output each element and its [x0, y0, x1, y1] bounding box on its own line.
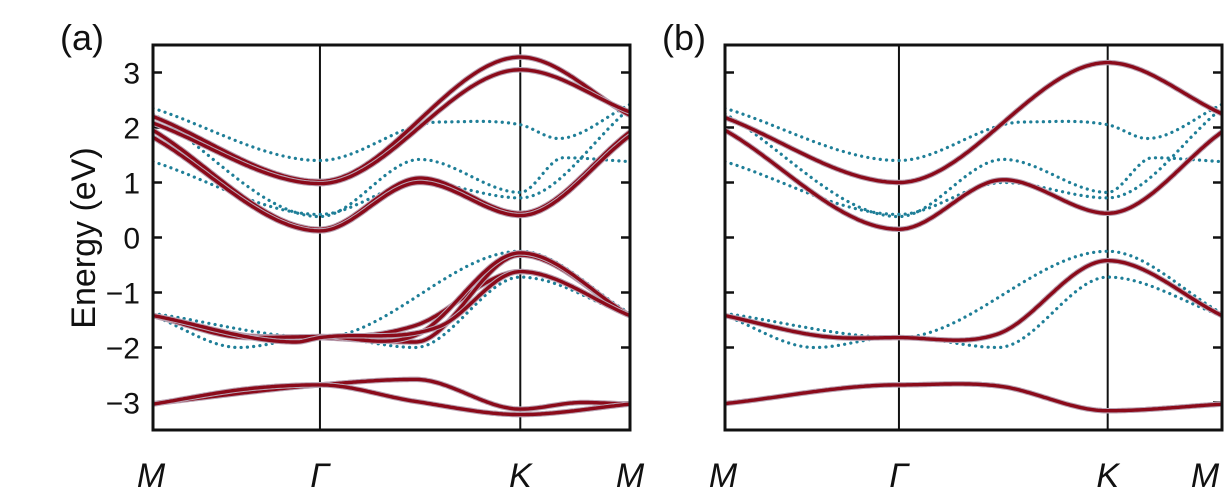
y-tick-label: 1 — [123, 168, 140, 201]
kpoint-label: Γ — [889, 457, 910, 495]
dft-band-line — [153, 134, 630, 233]
dft-band-line — [153, 377, 630, 411]
dft-band-line — [153, 383, 630, 417]
y-tick-label: −3 — [106, 388, 140, 421]
model-band-line — [725, 112, 1222, 219]
y-tick-label: 3 — [123, 58, 140, 91]
dft-band-line — [153, 55, 630, 184]
kpoint-label: K — [509, 457, 533, 495]
kpoint-label: M — [137, 457, 166, 495]
dft-band-shadow — [725, 59, 1222, 186]
dft-band-shadow — [725, 381, 1222, 414]
plot-frame — [723, 43, 1224, 432]
model-band-line — [153, 275, 630, 350]
dft-band-line — [153, 68, 630, 186]
model-band-line — [725, 102, 1222, 163]
kpoint-label: K — [1096, 457, 1120, 495]
panel-a: (a) Energy (eV) −3 −2 −1 0 1 2 3 M Γ K M — [60, 17, 645, 495]
kpoint-label: Γ — [310, 457, 331, 495]
plot-frame — [151, 43, 632, 432]
dft-band-line — [725, 60, 1222, 185]
dft-band-shadow — [153, 67, 630, 187]
panel-b: (b) M Γ K M — [662, 17, 1224, 495]
model-band-line — [153, 102, 630, 163]
y-tick-label: 0 — [123, 223, 140, 256]
y-tick-label: −1 — [106, 278, 140, 311]
dft-band-line — [725, 128, 1222, 232]
kpoint-label: M — [616, 457, 645, 495]
model-band-line — [725, 275, 1222, 350]
y-tick-label: 2 — [123, 113, 140, 146]
model-band-line — [153, 112, 630, 219]
dft-band-line — [725, 258, 1222, 342]
dft-band-shadow — [153, 382, 630, 418]
dft-band-line — [725, 382, 1222, 413]
dft-band-line — [153, 269, 630, 344]
dft-band-line — [153, 251, 630, 343]
y-tick-label: −2 — [106, 333, 140, 366]
panel-label: (b) — [662, 17, 706, 58]
y-axis-label: Energy (eV) — [65, 147, 103, 328]
kpoint-label: M — [1191, 457, 1220, 495]
kpoint-label: M — [709, 457, 738, 495]
model-band-line — [725, 249, 1222, 340]
model-band-line — [725, 106, 1222, 216]
panel-label: (a) — [60, 17, 104, 58]
